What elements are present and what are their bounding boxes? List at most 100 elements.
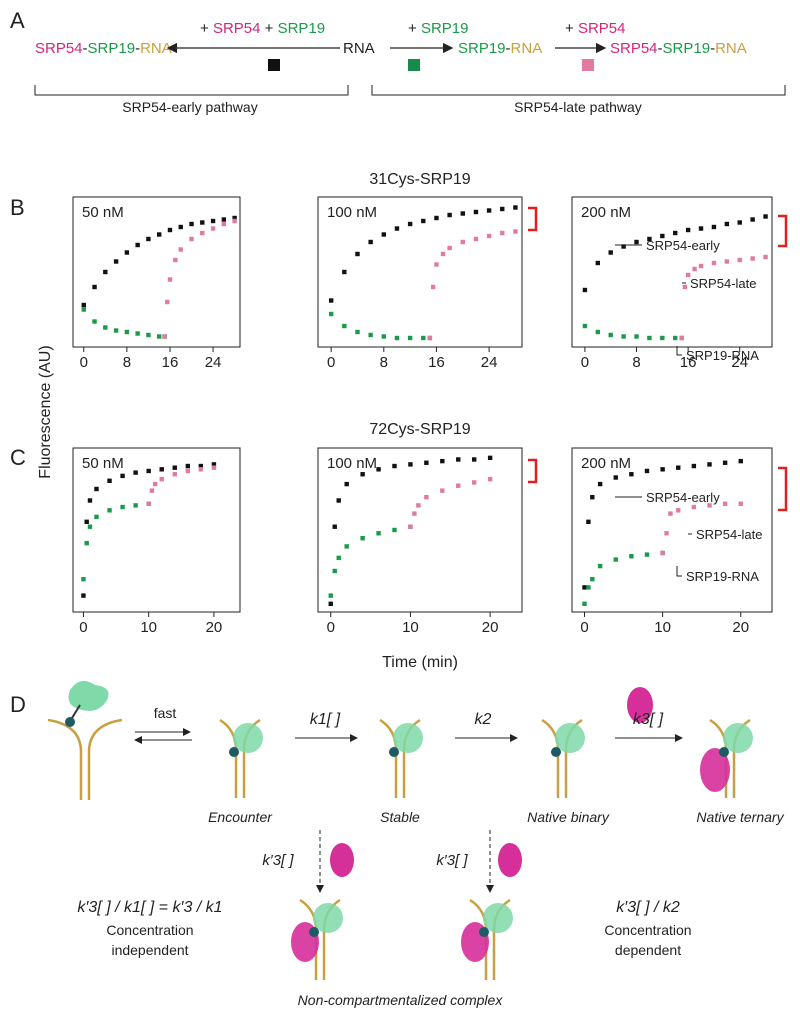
data-point (178, 247, 183, 252)
data-point (165, 299, 170, 305)
data-point (621, 244, 626, 249)
annotation: SRP54-late (690, 276, 756, 291)
data-point (232, 218, 237, 224)
chart-title: 100 nM (327, 455, 377, 472)
data-point (210, 226, 216, 231)
data-point (416, 503, 421, 508)
data-point (724, 259, 730, 264)
plot-frame (317, 196, 523, 348)
data-point (407, 221, 413, 227)
data-point (737, 220, 742, 225)
data-point (763, 214, 768, 219)
x-tick-label: 0 (327, 354, 335, 371)
data-point (500, 206, 505, 212)
dye (229, 747, 239, 757)
srp19 (393, 723, 423, 753)
data-point (107, 478, 112, 483)
data-point (487, 455, 493, 461)
data-point (94, 486, 99, 492)
data-point (664, 531, 669, 536)
x-tick-label: 0 (327, 619, 335, 636)
rna-strand (219, 718, 238, 798)
data-point (328, 298, 334, 303)
data-point (711, 224, 717, 230)
data-point (513, 229, 518, 234)
state-label: Native binary (527, 809, 610, 825)
x-tick-label: 20 (732, 619, 749, 636)
data-point (198, 467, 204, 472)
rate-label: k2 (475, 711, 492, 728)
data-point (152, 481, 158, 487)
left-product: SRP54-SRP19-RNA (35, 40, 172, 57)
data-point (722, 501, 728, 506)
data-point (676, 465, 681, 470)
data-point (172, 472, 177, 477)
data-point (724, 221, 730, 227)
data-point (647, 335, 652, 341)
annotation: SRP54-early (646, 490, 720, 505)
data-point (328, 601, 333, 606)
data-point (107, 508, 112, 513)
data-point (440, 251, 446, 257)
data-point (424, 460, 429, 465)
data-point (336, 498, 341, 503)
rna-strand (541, 718, 560, 798)
data-point (81, 302, 86, 308)
x-tick-label: 8 (123, 354, 131, 371)
data-point (198, 463, 204, 469)
x-tick-label: 0 (80, 354, 88, 371)
x-tick-label: 8 (380, 354, 388, 371)
data-point (582, 287, 588, 293)
data-point (133, 503, 138, 508)
data-point (629, 554, 634, 559)
data-point (381, 232, 387, 237)
data-point (167, 277, 173, 282)
dye (65, 717, 75, 727)
linker (71, 704, 81, 719)
data-point (167, 227, 173, 233)
dye (389, 747, 399, 757)
data-point (394, 226, 400, 231)
data-point (146, 468, 151, 474)
data-point (621, 334, 626, 339)
srp19 (483, 903, 513, 933)
data-point (113, 328, 119, 333)
data-point (586, 519, 591, 524)
srp19 (68, 681, 109, 711)
data-point (336, 555, 341, 561)
data-point (185, 463, 191, 469)
chart-title: 100 nM (327, 204, 377, 221)
x-tick-label: 24 (731, 354, 748, 371)
data-point (582, 585, 587, 590)
data-point (344, 481, 349, 487)
data-point (381, 334, 387, 339)
data-point (673, 335, 678, 341)
data-point (376, 531, 381, 536)
data-point (120, 504, 125, 510)
data-point (221, 217, 227, 222)
red-brackets (528, 206, 788, 512)
x-tick-label: 24 (205, 354, 222, 371)
legend-square (408, 59, 420, 71)
data-point (473, 236, 479, 242)
data-point (500, 230, 505, 236)
data-point (392, 463, 397, 469)
data-point (685, 272, 691, 278)
left-reagents: + SRP54 + SRP19 (200, 20, 325, 37)
data-point (644, 468, 650, 474)
data-point (647, 236, 652, 242)
data-point (146, 332, 151, 338)
data-point (707, 503, 712, 508)
data-point (685, 227, 691, 233)
data-point (629, 472, 634, 477)
data-point (332, 524, 337, 529)
data-point (342, 323, 347, 329)
data-point (473, 209, 479, 215)
data-point (342, 269, 347, 275)
data-point (424, 495, 429, 500)
data-point (135, 331, 140, 336)
data-point (673, 230, 678, 236)
data-point (159, 476, 164, 482)
y-axis-label: Fluorescence (AU) (37, 345, 54, 478)
